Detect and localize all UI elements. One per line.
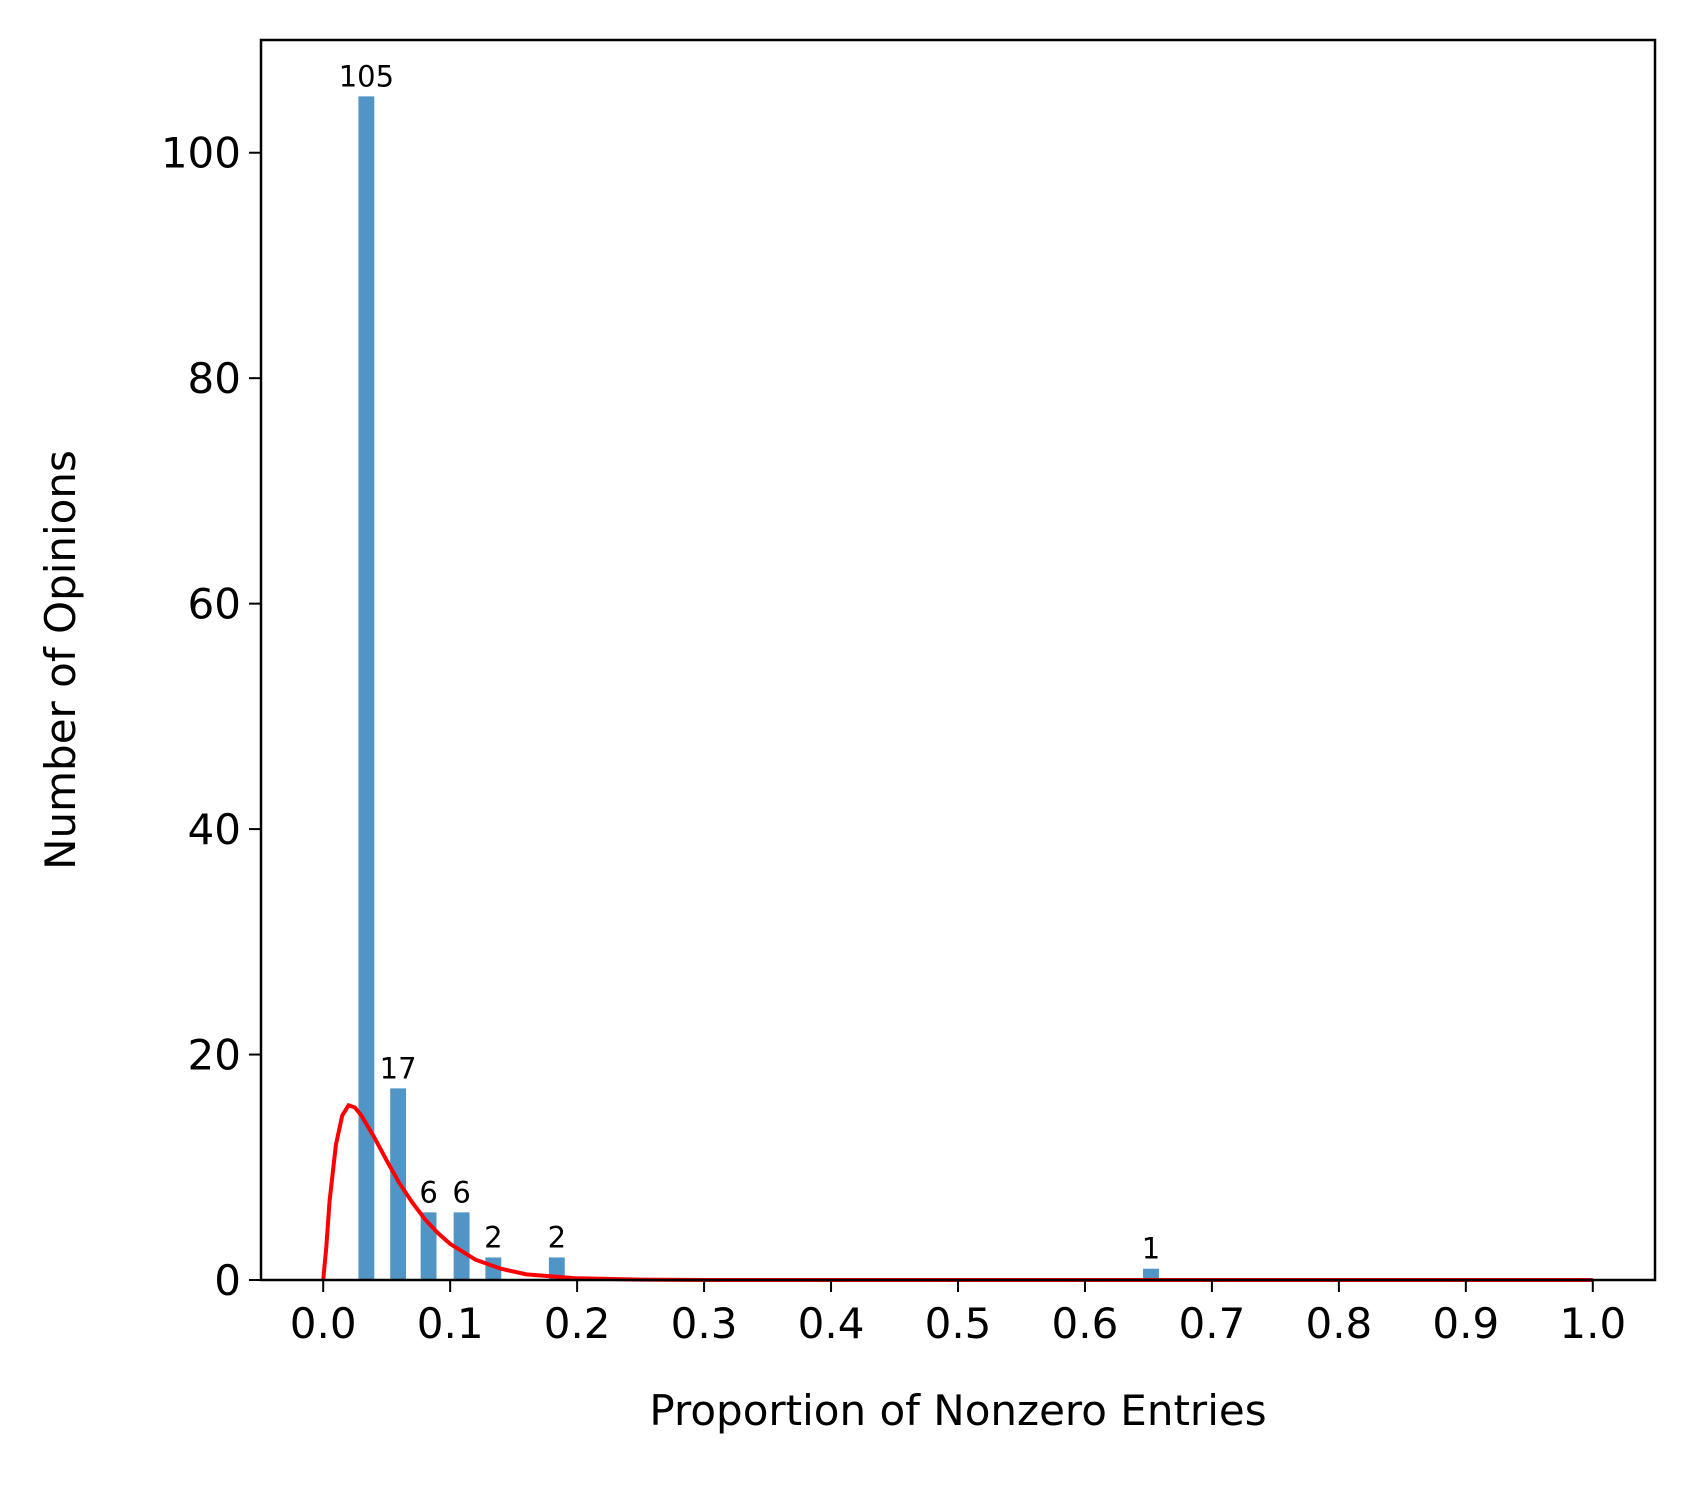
x-tick-label: 0.1 [417, 1299, 484, 1348]
x-tick-label: 0.7 [1179, 1299, 1246, 1348]
y-tick-label: 60 [188, 580, 241, 629]
data-label: 6 [452, 1175, 470, 1209]
x-tick-label: 0.5 [925, 1299, 992, 1348]
bar [453, 1212, 470, 1280]
y-tick-label: 80 [188, 354, 241, 403]
data-label: 2 [548, 1220, 566, 1254]
x-axis-label: Proportion of Nonzero Entries [649, 1386, 1266, 1435]
x-tick-label: 0.4 [798, 1299, 865, 1348]
bar [1143, 1268, 1159, 1280]
data-label: 1 [1142, 1232, 1160, 1266]
x-tick-label: 0.8 [1305, 1299, 1372, 1348]
x-tick-label: 0.3 [671, 1299, 738, 1348]
x-tick-label: 0.0 [290, 1299, 357, 1348]
x-tick-label: 0.2 [544, 1299, 611, 1348]
y-tick-label: 20 [188, 1031, 241, 1080]
plot-frame [259, 38, 1657, 1282]
bar [358, 96, 375, 1280]
data-label: 17 [380, 1051, 417, 1085]
y-tick-label: 100 [161, 129, 241, 178]
data-label: 2 [484, 1220, 502, 1254]
y-tick-label: 0 [214, 1256, 241, 1305]
data-label: 6 [419, 1175, 437, 1209]
y-tick-label: 40 [188, 805, 241, 854]
data-label: 105 [339, 59, 394, 93]
x-tick-label: 0.9 [1432, 1299, 1499, 1348]
x-tick-label: 1.0 [1559, 1299, 1626, 1348]
fit-curve [321, 1102, 1593, 1282]
x-tick-label: 0.6 [1052, 1299, 1119, 1348]
bar [548, 1257, 565, 1280]
y-axis-label: Number of Opinions [36, 450, 85, 870]
